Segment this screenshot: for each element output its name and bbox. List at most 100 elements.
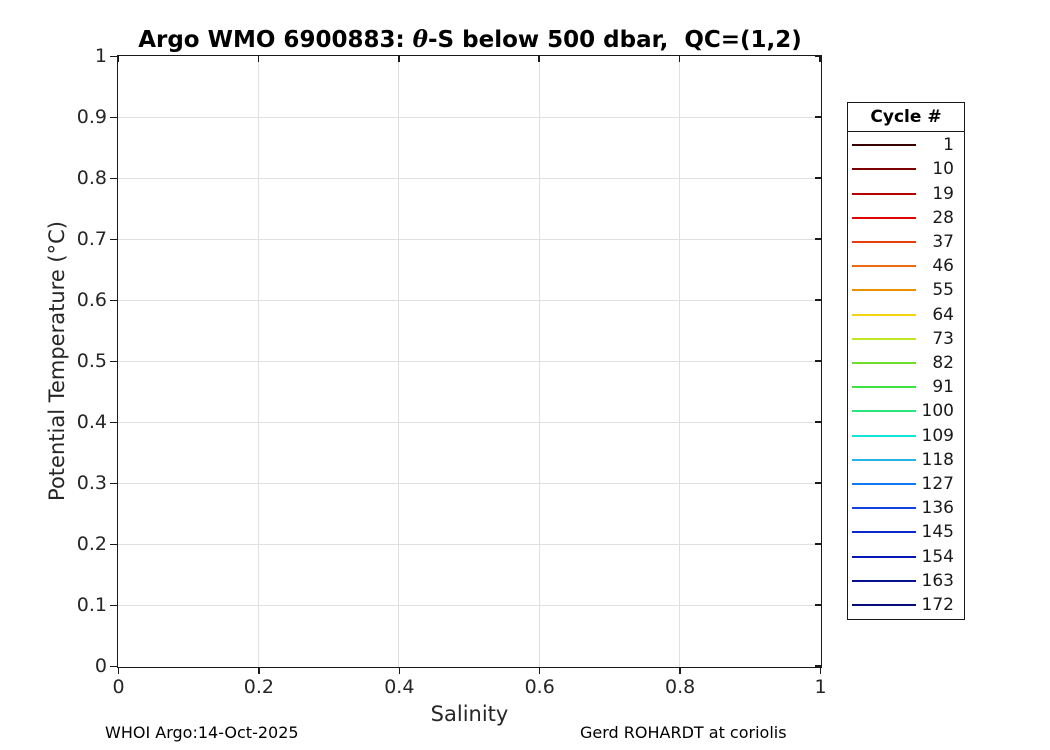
y-tick-label: 0.1 [76, 594, 107, 616]
legend-line-swatch [852, 144, 916, 147]
x-tick-top [257, 56, 260, 62]
y-tick-left [110, 665, 117, 668]
gridline-horizontal [118, 604, 821, 606]
legend-entry-label: 172 [921, 594, 954, 615]
legend-line-swatch [852, 313, 916, 316]
legend-line-swatch [852, 531, 916, 534]
gridline-vertical [679, 56, 681, 667]
legend-entry-label: 145 [921, 522, 954, 543]
y-tick-right [815, 482, 821, 484]
legend-entry: 37 [848, 230, 964, 254]
legend-line-swatch [852, 555, 916, 558]
legend-line-swatch [852, 216, 916, 219]
legend-entry: 10 [848, 157, 964, 181]
x-tick-bottom [679, 668, 681, 674]
legend-line-swatch [852, 337, 916, 340]
legend-entry: 154 [848, 544, 964, 568]
legend-entry-label: 91 [932, 377, 954, 398]
y-tick-label: 0.2 [76, 533, 107, 555]
legend-entry: 64 [848, 302, 964, 326]
chart-title-prefix: Argo WMO 6900883: [138, 27, 413, 53]
legend: Cycle # 1 10 19 28 37 46 55 64 73 82 91 100 109 118 12… [847, 102, 965, 620]
legend-entry: 28 [848, 206, 964, 230]
legend-entry-label: 1 [943, 135, 954, 156]
legend-line-swatch [852, 434, 916, 437]
legend-entry: 100 [848, 399, 964, 423]
legend-line-swatch [852, 361, 916, 364]
legend-entry-label: 28 [932, 207, 954, 228]
legend-line-swatch [852, 482, 916, 485]
legend-entry-label: 37 [932, 231, 954, 252]
legend-title: Cycle # [848, 103, 964, 132]
x-tick-top [117, 56, 119, 62]
x-tick-label: 0 [112, 676, 125, 698]
footer-provider-text: WHOI Argo:14-Oct-2025 [105, 723, 299, 742]
y-tick-left [110, 482, 117, 485]
gridline-horizontal [118, 238, 821, 240]
legend-entry-label: 73 [932, 328, 954, 349]
y-tick-left [110, 360, 117, 363]
legend-entry: 118 [848, 448, 964, 472]
legend-entry-label: 100 [921, 401, 954, 422]
y-tick-right [815, 55, 821, 57]
y-tick-left [110, 604, 117, 607]
x-tick-label: 0.8 [664, 676, 696, 698]
legend-entry: 82 [848, 351, 964, 375]
legend-entry-label: 109 [921, 425, 954, 446]
y-tick-right [815, 421, 821, 423]
x-tick-bottom [398, 668, 401, 674]
legend-entry-label: 163 [921, 570, 954, 591]
y-tick-label: 0.5 [76, 350, 107, 372]
x-axis-label: Salinity [430, 702, 509, 726]
x-tick-bottom [117, 668, 120, 674]
y-tick-left [110, 299, 117, 302]
y-tick-right [815, 665, 821, 667]
legend-entry: 145 [848, 520, 964, 544]
x-tick-label: 0.2 [243, 676, 274, 698]
gridline-horizontal [118, 421, 821, 423]
legend-line-swatch [852, 265, 916, 268]
legend-entry: 46 [848, 254, 964, 278]
legend-entry-label: 118 [921, 449, 954, 470]
x-tick-top [398, 56, 400, 62]
y-tick-label: 0.9 [76, 106, 107, 128]
gridline-vertical [257, 56, 259, 667]
y-tick-right [815, 604, 821, 606]
legend-entry: 127 [848, 472, 964, 496]
x-tick-label: 0.4 [384, 676, 415, 698]
legend-line-swatch [852, 458, 916, 461]
y-tick-label: 0 [94, 655, 107, 677]
legend-entry-label: 19 [932, 183, 954, 204]
y-tick-left [110, 177, 117, 180]
legend-entry: 163 [848, 569, 964, 593]
y-tick-right [815, 299, 821, 301]
y-tick-label: 0.8 [76, 167, 107, 189]
legend-line-swatch [852, 507, 916, 510]
legend-entry-label: 154 [921, 546, 954, 567]
gridline-vertical [538, 56, 540, 667]
x-tick-label: 0.6 [524, 676, 555, 698]
legend-entry: 73 [848, 327, 964, 351]
gridline-vertical [398, 56, 400, 667]
x-tick-bottom [819, 668, 822, 674]
legend-entry-label: 136 [921, 498, 954, 519]
legend-entry: 91 [848, 375, 964, 399]
y-tick-label: 0.7 [76, 228, 107, 250]
legend-entry-label: 64 [932, 304, 954, 325]
y-tick-right [815, 360, 821, 362]
legend-entry: 55 [848, 278, 964, 302]
legend-entry: 19 [848, 181, 964, 205]
gridline-horizontal [118, 482, 821, 484]
footer-credit-text: Gerd ROHARDT at coriolis [580, 723, 787, 742]
y-tick-left [110, 238, 117, 241]
chart-title: Argo WMO 6900883: θ-S below 500 dbar, QC… [60, 26, 880, 53]
y-tick-right [815, 543, 821, 545]
legend-entry: 1 [848, 133, 964, 157]
legend-entry: 172 [848, 593, 964, 617]
gridline-horizontal [118, 543, 821, 545]
gridline-horizontal [118, 299, 821, 301]
y-tick-left [110, 116, 117, 119]
legend-line-swatch [852, 386, 916, 389]
y-tick-label: 1 [94, 45, 107, 67]
